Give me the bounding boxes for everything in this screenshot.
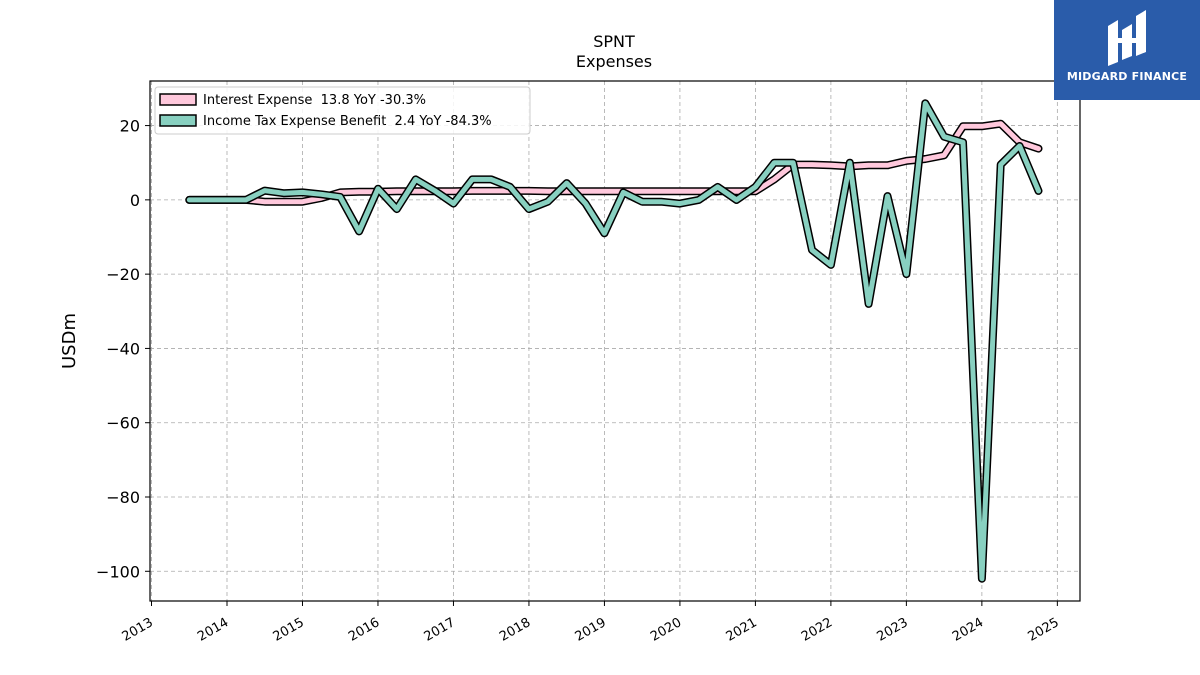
series-line-1 [186,100,1041,582]
x-tick-label: 2017 [422,615,458,645]
grid-lines [150,81,1080,601]
x-tick-label: 2024 [950,615,986,645]
chart-title: SPNT [593,32,635,51]
legend-box [154,86,531,135]
y-tick-label: −80 [106,488,140,507]
legend-swatch-interest-expense [159,93,197,106]
x-tick-label: 2022 [799,615,835,645]
x-tick-label: 2018 [497,615,533,645]
y-tick-label: −20 [106,265,140,284]
brand-mark-icon [1108,10,1146,66]
x-tick-label: 2014 [195,615,231,645]
chart-subtitle: Expenses [576,52,652,71]
y-tick-label: 20 [120,117,140,136]
y-tick-label: −40 [106,339,140,358]
y-axis-label: USDm [59,313,80,369]
x-tick-label: 2019 [573,615,609,645]
legend-label-income-tax-expense-benefit: Income Tax Expense Benefit 2.4 YoY -84.3… [203,114,492,129]
x-tick-label: 2021 [724,615,760,645]
x-tick-label: 2025 [1026,615,1062,645]
brand-name: MIDGARD FINANCE [1066,70,1188,83]
y-axis-ticks: 20 0 −20 −40 −60 −80 −100 [96,117,150,581]
series-lines [185,99,1043,583]
legend-swatch-income-tax-expense-benefit [159,114,197,127]
legend: Interest Expense 13.8 YoY -30.3% Income … [154,86,531,135]
plot-frame [149,80,1081,602]
series-outline-1 [185,99,1043,583]
x-tick-label: 2013 [120,615,156,645]
y-tick-label: 0 [130,191,140,210]
brand-logo: MIDGARD FINANCE [1054,0,1200,100]
y-tick-label: −60 [106,414,140,433]
x-tick-label: 2023 [875,615,911,645]
x-tick-label: 2020 [648,615,684,645]
y-tick-label: −100 [96,562,140,581]
x-tick-label: 2016 [346,615,382,645]
legend-label-interest-expense: Interest Expense 13.8 YoY -30.3% [203,93,426,108]
x-axis-ticks: 2013 2014 2015 2016 2017 2018 2019 2020 2021 2022… [120,601,1062,645]
x-tick-label: 2015 [271,615,307,645]
